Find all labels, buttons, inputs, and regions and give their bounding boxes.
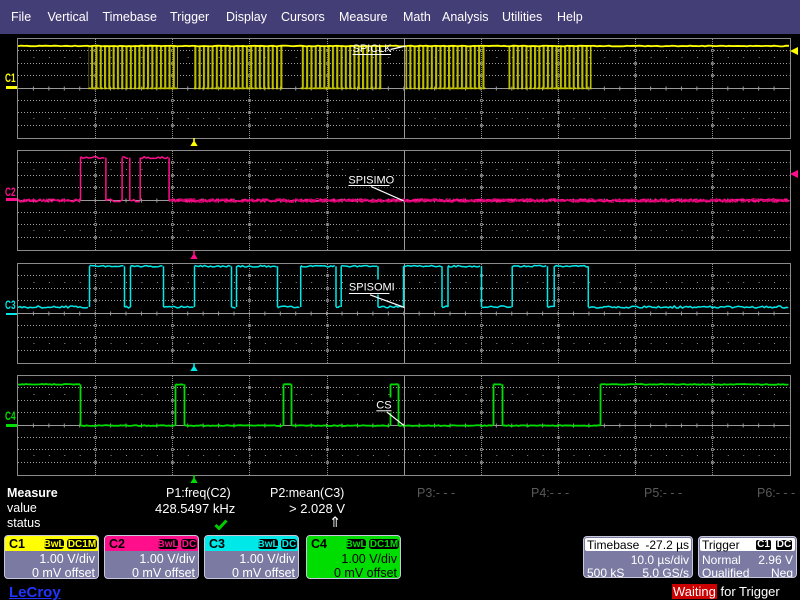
svg-text:SPISOMI: SPISOMI	[348, 281, 394, 293]
svg-text:SPISIMO: SPISIMO	[348, 175, 394, 187]
svg-text:SPICLK: SPICLK	[352, 43, 392, 55]
svg-text:CS: CS	[376, 399, 391, 411]
